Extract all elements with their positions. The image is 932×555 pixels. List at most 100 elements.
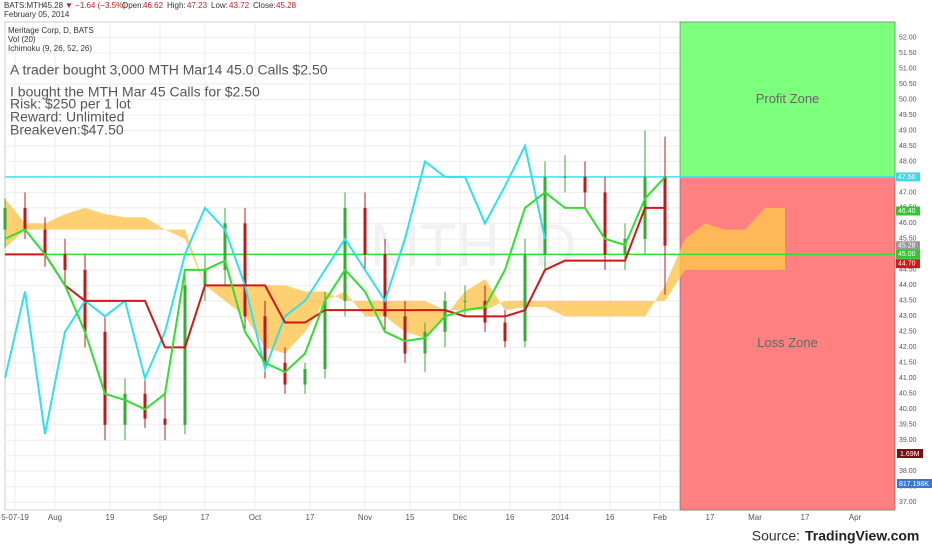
y-tick-label: 40.50 [899, 391, 917, 398]
x-tick-label: 2014 [551, 513, 569, 522]
annotation: Risk: $250 per 1 lot [10, 96, 131, 112]
zone-label: Profit Zone [756, 91, 820, 106]
candle-body [403, 316, 407, 354]
y-tick-label: 42.50 [899, 329, 917, 336]
x-tick-label: 16 [506, 513, 515, 522]
y-tick-label: 42.00 [899, 344, 917, 351]
x-tick-label: 17 [306, 513, 315, 522]
y-tick-label: 46.00 [899, 220, 917, 227]
source-site: TradingView.com [805, 528, 919, 544]
close-label: Close: [253, 1, 276, 10]
x-tick-label: 15 [406, 513, 415, 522]
line-tenkan [4, 176, 666, 411]
y-tick-label: 45.50 [899, 236, 917, 243]
high-label: High: [167, 1, 186, 10]
y-tick-label: 41.50 [899, 360, 917, 367]
candle-body [123, 393, 127, 425]
candle-body [43, 229, 47, 255]
candle-body [103, 331, 107, 425]
y-tick-label: 40.00 [899, 406, 917, 413]
last: 45.28 [43, 1, 64, 10]
line-kijun [5, 206, 665, 349]
x-tick-label: Apr [849, 513, 862, 522]
source-prefix: Source: [752, 528, 800, 544]
price-badge [896, 172, 920, 182]
price-badge [896, 241, 920, 251]
zone-label: Loss Zone [757, 335, 818, 350]
legend-item: Meritage Corp, D, BATS [8, 26, 94, 35]
volume-badge [897, 449, 923, 458]
y-tick-label: 39.00 [899, 437, 917, 444]
candle-body [23, 207, 27, 230]
annotation: Reward: Unlimited [10, 109, 124, 125]
candle-body [563, 176, 567, 178]
y-tick-label: 44.00 [899, 282, 917, 289]
cloud [5, 198, 785, 354]
candle-body [323, 300, 327, 370]
y-tick-label: 43.50 [899, 298, 917, 305]
y-tick-label: 37.00 [899, 499, 917, 506]
open-label: Open: [122, 1, 144, 10]
y-tick-label: 43.00 [899, 313, 917, 320]
price-badge [896, 259, 920, 269]
y-tick-label: 48.00 [899, 158, 917, 165]
price-label: 45.00 [898, 251, 916, 258]
y-tick-label: 48.50 [899, 143, 917, 150]
high: 47.23 [187, 1, 208, 10]
candle-body [423, 331, 427, 354]
line-chikou [4, 142, 546, 435]
y-tick-label: 44.50 [899, 267, 917, 274]
annotation: A trader bought 3,000 MTH Mar14 45.0 Cal… [10, 62, 328, 78]
candle-body [183, 285, 187, 425]
candle-body [483, 300, 487, 323]
y-tick-label: 50.00 [899, 96, 917, 103]
x-tick-label: Nov [358, 513, 372, 522]
candle-body [543, 176, 547, 255]
x-tick-label: Sep [153, 513, 168, 522]
change: ▼ −1.64 (−3.5%) [65, 1, 126, 10]
y-tick-label: 49.50 [899, 112, 917, 119]
low-label: Low: [211, 1, 228, 10]
candle-body [523, 254, 527, 342]
candle-body [263, 316, 267, 363]
price-label: 47.50 [898, 174, 916, 181]
x-tick-label: Dec [453, 513, 467, 522]
candle-body [303, 369, 307, 385]
legend-item: Vol (20) [8, 35, 36, 44]
candle-body [3, 207, 7, 230]
y-tick-label: 38.00 [899, 468, 917, 475]
price-badge [896, 249, 920, 259]
x-tick-label: Mar [748, 513, 762, 522]
x-tick-label: 17 [801, 513, 810, 522]
candle-body [503, 322, 507, 342]
volume-label: 817.198K [899, 481, 929, 488]
volume-badge [897, 479, 932, 488]
legend-item: Ichimoku (9, 26, 52, 26) [8, 44, 92, 53]
price-label: 44.70 [898, 261, 916, 268]
symbol: BATS:MTH [4, 1, 44, 10]
candle-body [283, 362, 287, 385]
candle-body [603, 192, 607, 255]
candle-body [143, 393, 147, 419]
x-tick-label: 5-07-19 [1, 513, 29, 522]
candle-body [363, 207, 367, 255]
y-tick-label: 39.50 [899, 422, 917, 429]
candle-body [623, 238, 627, 255]
zone [679, 21, 896, 178]
x-tick-label: Oct [249, 513, 262, 522]
y-tick-label: 49.00 [899, 127, 917, 134]
volume-label: 1.69M [900, 451, 920, 458]
x-tick-label: 16 [606, 513, 615, 522]
candle-body [663, 176, 667, 246]
x-tick-label: Aug [48, 513, 62, 522]
price-label: 45.28 [898, 243, 916, 250]
close: 45.28 [276, 1, 297, 10]
low: 43.72 [229, 1, 250, 10]
candle-body [243, 223, 247, 317]
y-tick-label: 52.00 [899, 34, 917, 41]
candle-body [463, 300, 467, 302]
x-tick-label: 17 [706, 513, 715, 522]
y-tick-label: 51.00 [899, 65, 917, 72]
candle-body [163, 418, 167, 425]
annotation: I bought the MTH Mar 45 Calls for $2.50 [10, 84, 260, 100]
